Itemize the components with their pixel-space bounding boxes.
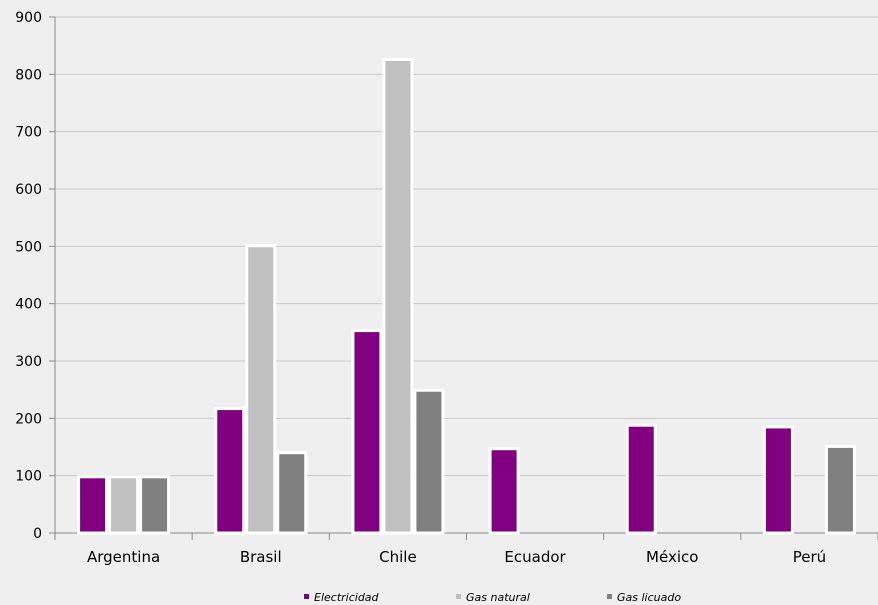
y-tick-label: 200 xyxy=(15,411,42,427)
axes xyxy=(49,16,878,540)
bar-electricidad-ecuador xyxy=(488,447,520,535)
bar-gas-licuado-perú xyxy=(824,444,856,535)
x-tick-label: Argentina xyxy=(87,548,160,566)
y-tick-label: 800 xyxy=(15,67,42,83)
bar-gas-natural-chile xyxy=(382,57,414,535)
bar-gas-licuado-argentina xyxy=(139,475,171,535)
bar-electricidad-méxico xyxy=(625,423,657,535)
y-tick-label: 300 xyxy=(15,354,42,370)
bars xyxy=(77,57,856,535)
legend-swatch xyxy=(456,594,461,599)
gridlines xyxy=(55,16,878,477)
bar-gas-natural-argentina xyxy=(108,475,140,535)
legend-swatch xyxy=(607,594,612,599)
x-tick-label: Perú xyxy=(793,548,826,566)
bar-electricidad-chile xyxy=(351,329,383,535)
bar-gas-natural-brasil xyxy=(245,244,277,535)
legend: Electricidad Gas natural Gas licuado xyxy=(304,591,681,604)
x-tick-label: México xyxy=(646,548,698,566)
x-tick-label: Brasil xyxy=(240,548,282,566)
y-tick-label: 100 xyxy=(15,469,42,485)
y-tick-label: 500 xyxy=(15,239,42,255)
legend-label: Gas licuado xyxy=(617,591,681,604)
y-tick-label: 700 xyxy=(15,125,42,141)
x-tick-label: Ecuador xyxy=(504,548,566,566)
legend-label: Gas natural xyxy=(466,591,530,604)
bar-electricidad-perú xyxy=(762,425,794,535)
x-tick-labels: Argentina Brasil Chile Ecuador México Perú xyxy=(87,548,826,566)
x-tick-label: Chile xyxy=(379,548,417,566)
bar-electricidad-brasil xyxy=(214,407,246,535)
y-tick-label: 600 xyxy=(15,182,42,198)
bar-gas-licuado-chile xyxy=(413,388,445,535)
bar-electricidad-argentina xyxy=(77,475,109,535)
bar-gas-licuado-brasil xyxy=(276,451,308,535)
legend-label: Electricidad xyxy=(314,591,380,604)
y-tick-label: 900 xyxy=(15,10,42,26)
y-tick-label: 400 xyxy=(15,297,42,313)
y-tick-label: 0 xyxy=(33,526,42,542)
legend-swatch xyxy=(304,594,309,599)
y-tick-labels: 0 100 200 300 400 500 600 700 800 900 xyxy=(15,10,42,542)
